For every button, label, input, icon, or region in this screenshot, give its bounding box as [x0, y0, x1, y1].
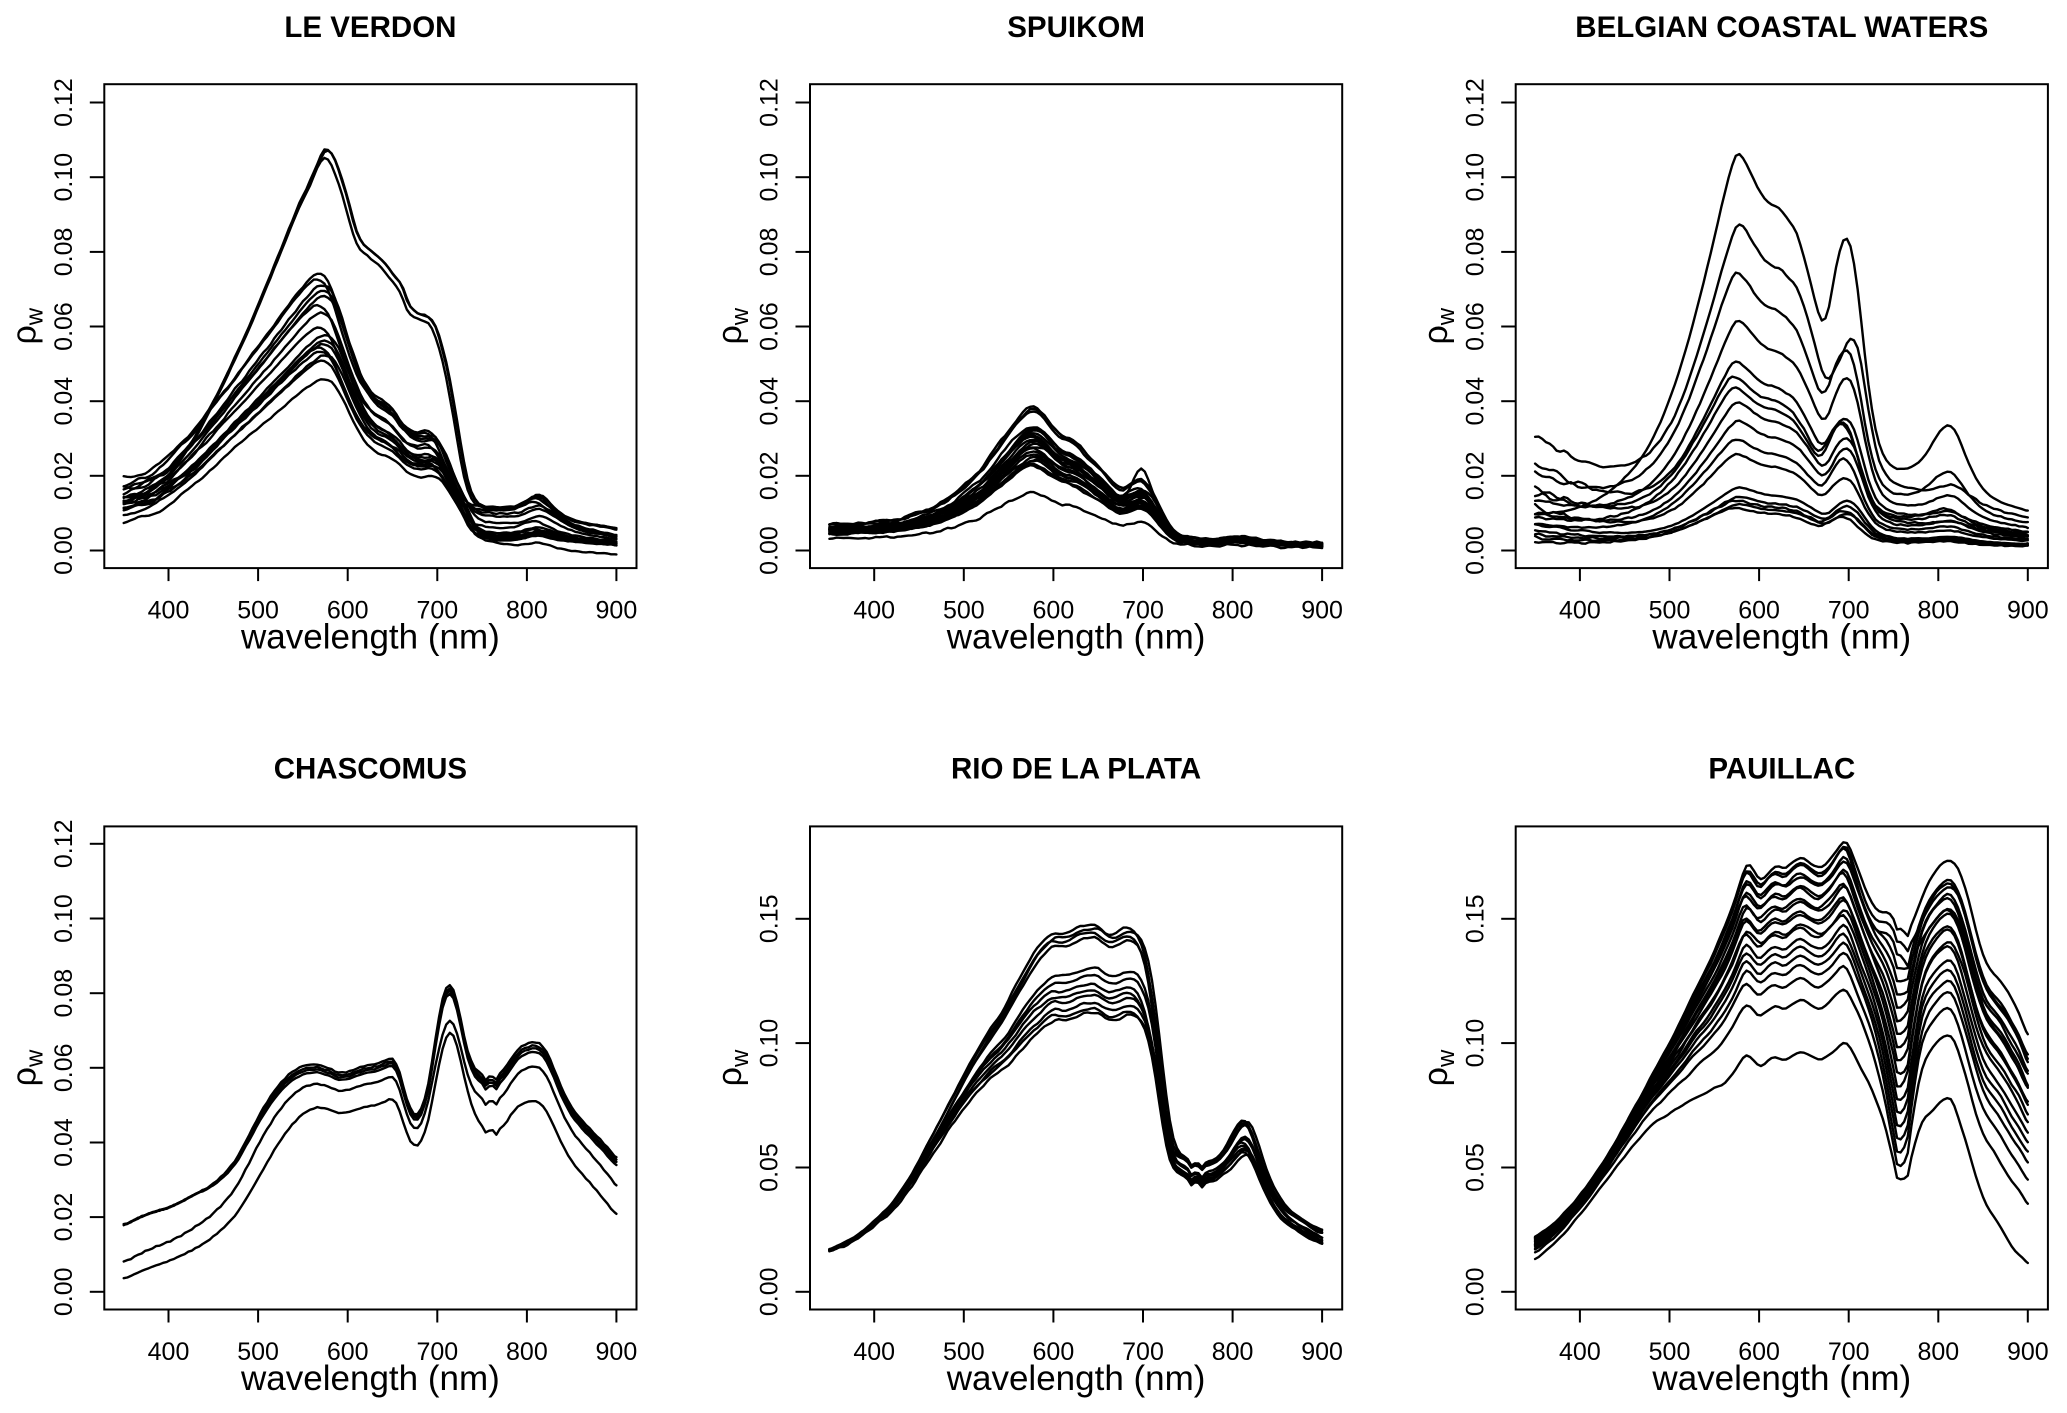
svg-text:0.12: 0.12 [756, 78, 784, 127]
svg-text:0.00: 0.00 [1461, 526, 1489, 575]
svg-text:0.02: 0.02 [1461, 451, 1489, 500]
svg-text:500: 500 [237, 597, 279, 625]
svg-text:0.00: 0.00 [50, 526, 78, 575]
svg-text:0.10: 0.10 [1461, 1019, 1489, 1068]
svg-text:600: 600 [1738, 1338, 1780, 1366]
svg-text:400: 400 [148, 1338, 190, 1366]
svg-text:0.00: 0.00 [756, 1267, 784, 1316]
svg-text:0.08: 0.08 [1461, 228, 1489, 277]
svg-text:RIO DE LA PLATA: RIO DE LA PLATA [951, 753, 1201, 786]
svg-text:0.06: 0.06 [50, 1043, 78, 1092]
svg-text:400: 400 [853, 1338, 895, 1366]
svg-text:0.10: 0.10 [756, 1019, 784, 1068]
svg-text:900: 900 [1301, 597, 1343, 625]
svg-text:800: 800 [506, 597, 548, 625]
svg-text:400: 400 [853, 597, 895, 625]
svg-text:0.10: 0.10 [50, 894, 78, 943]
svg-text:0.12: 0.12 [50, 819, 78, 868]
svg-text:700: 700 [416, 1338, 458, 1366]
svg-text:700: 700 [1828, 1338, 1870, 1366]
svg-text:wavelength (nm): wavelength (nm) [946, 618, 1206, 657]
svg-text:wavelength (nm): wavelength (nm) [1651, 1359, 1911, 1398]
svg-text:0.08: 0.08 [756, 228, 784, 277]
svg-text:800: 800 [506, 1338, 548, 1366]
svg-text:0.02: 0.02 [50, 1193, 78, 1242]
svg-text:700: 700 [1828, 597, 1870, 625]
svg-text:900: 900 [596, 597, 638, 625]
svg-text:900: 900 [2007, 597, 2049, 625]
svg-text:0.06: 0.06 [1461, 302, 1489, 351]
svg-text:500: 500 [1649, 1338, 1691, 1366]
svg-text:0.06: 0.06 [50, 302, 78, 351]
svg-text:0.10: 0.10 [50, 153, 78, 202]
svg-text:400: 400 [148, 597, 190, 625]
svg-text:500: 500 [1649, 597, 1691, 625]
svg-text:0.00: 0.00 [50, 1267, 78, 1316]
svg-text:400: 400 [1559, 1338, 1601, 1366]
svg-text:0.15: 0.15 [756, 894, 784, 943]
svg-text:CHASCOMUS: CHASCOMUS [274, 753, 467, 786]
svg-text:0.04: 0.04 [756, 377, 784, 426]
svg-text:0.15: 0.15 [1461, 894, 1489, 943]
svg-text:900: 900 [2007, 1338, 2049, 1366]
svg-text:wavelength (nm): wavelength (nm) [240, 1359, 500, 1398]
svg-text:0.04: 0.04 [1461, 377, 1489, 426]
svg-text:0.04: 0.04 [50, 377, 78, 426]
svg-text:500: 500 [943, 597, 985, 625]
svg-text:0.02: 0.02 [50, 451, 78, 500]
svg-text:0.00: 0.00 [756, 526, 784, 575]
svg-text:600: 600 [1033, 597, 1075, 625]
svg-text:700: 700 [1122, 1338, 1164, 1366]
svg-text:0.00: 0.00 [1461, 1267, 1489, 1316]
svg-text:SPUIKOM: SPUIKOM [1007, 11, 1145, 44]
svg-text:600: 600 [327, 597, 369, 625]
svg-text:0.10: 0.10 [1461, 153, 1489, 202]
svg-text:800: 800 [1917, 597, 1959, 625]
svg-text:0.06: 0.06 [756, 302, 784, 351]
svg-text:PAUILLAC: PAUILLAC [1708, 753, 1855, 786]
svg-text:0.05: 0.05 [756, 1143, 784, 1192]
svg-text:wavelength (nm): wavelength (nm) [946, 1359, 1206, 1398]
svg-text:0.02: 0.02 [756, 451, 784, 500]
svg-text:900: 900 [1301, 1338, 1343, 1366]
svg-text:0.10: 0.10 [756, 153, 784, 202]
svg-text:600: 600 [1033, 1338, 1075, 1366]
svg-text:700: 700 [1122, 597, 1164, 625]
svg-text:ρw: ρw [1417, 307, 1460, 344]
svg-text:600: 600 [327, 1338, 369, 1366]
svg-text:0.05: 0.05 [1461, 1143, 1489, 1192]
svg-text:500: 500 [237, 1338, 279, 1366]
svg-text:0.12: 0.12 [50, 78, 78, 127]
svg-text:800: 800 [1917, 1338, 1959, 1366]
svg-text:wavelength (nm): wavelength (nm) [1651, 618, 1911, 657]
svg-text:0.08: 0.08 [50, 969, 78, 1018]
svg-text:900: 900 [596, 1338, 638, 1366]
svg-text:500: 500 [943, 1338, 985, 1366]
svg-text:wavelength (nm): wavelength (nm) [240, 618, 500, 657]
svg-text:700: 700 [416, 597, 458, 625]
svg-text:0.08: 0.08 [50, 228, 78, 277]
svg-text:400: 400 [1559, 597, 1601, 625]
svg-text:0.12: 0.12 [1461, 78, 1489, 127]
svg-text:LE VERDON: LE VERDON [284, 11, 456, 44]
svg-text:800: 800 [1212, 597, 1254, 625]
svg-text:BELGIAN COASTAL WATERS: BELGIAN COASTAL WATERS [1575, 11, 1988, 44]
svg-text:0.04: 0.04 [50, 1118, 78, 1167]
svg-text:800: 800 [1212, 1338, 1254, 1366]
svg-text:600: 600 [1738, 597, 1780, 625]
